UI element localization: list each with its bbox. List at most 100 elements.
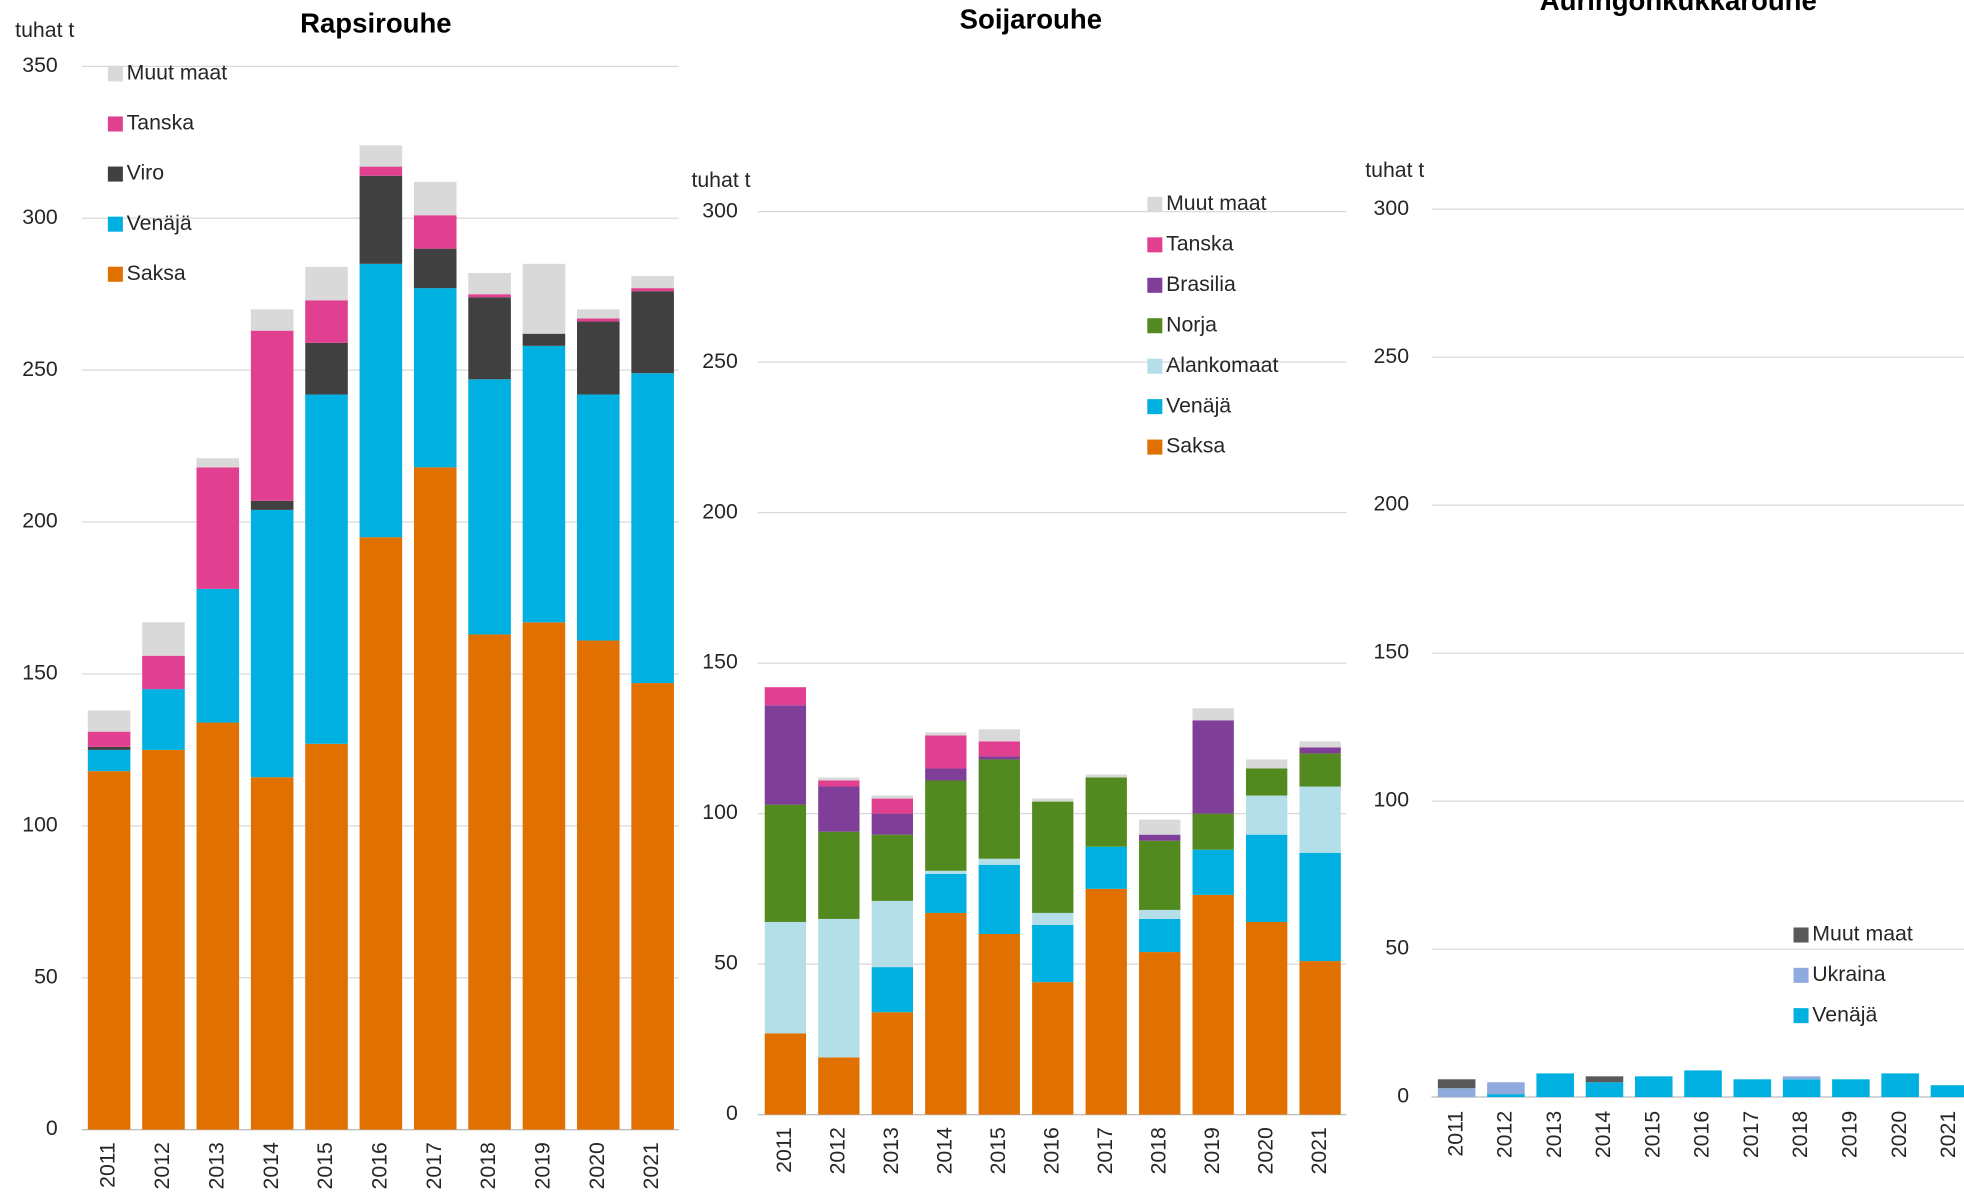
y-tick-label: 200 xyxy=(1374,492,1409,516)
bar-segment xyxy=(1192,720,1234,814)
bar-segment xyxy=(925,912,967,1115)
bar-segment xyxy=(468,272,511,295)
bar-segment xyxy=(1832,1079,1870,1098)
bar-segment xyxy=(818,780,860,787)
bar-segment xyxy=(1085,846,1127,889)
bar-segment xyxy=(1192,849,1234,895)
y-tick-label: 250 xyxy=(702,349,737,373)
bar-segment xyxy=(1192,813,1234,850)
x-tick-label: 2013 xyxy=(1542,1111,1566,1158)
y-tick-label: 300 xyxy=(22,205,57,229)
bar-segment xyxy=(764,687,807,706)
bar-segment xyxy=(1245,795,1288,835)
bar-segment xyxy=(359,145,403,167)
bar-segment xyxy=(250,500,294,510)
bar-segment xyxy=(413,467,457,1130)
bar-segment xyxy=(978,933,1020,1115)
x-tick-label: 2020 xyxy=(1887,1111,1911,1158)
bar-segment xyxy=(576,321,620,395)
bar-segment xyxy=(305,743,348,1130)
x-tick-label: 2015 xyxy=(313,1142,337,1189)
x-tick-label: 2019 xyxy=(1200,1127,1224,1174)
bar-segment xyxy=(1245,759,1288,769)
bar-segment xyxy=(413,215,457,249)
legend-label: Venäjä xyxy=(127,211,192,235)
bar-segment xyxy=(925,732,967,736)
bar-segment xyxy=(359,263,403,538)
bar-segment xyxy=(1437,1088,1476,1098)
x-tick-label: 2020 xyxy=(585,1142,609,1189)
bar-segment xyxy=(142,655,185,690)
bar-segment xyxy=(522,263,566,334)
legend-swatch xyxy=(1147,439,1163,455)
bar-segment xyxy=(1634,1076,1673,1098)
y-tick-label: 250 xyxy=(1374,344,1409,368)
x-tick-label: 2017 xyxy=(422,1142,446,1189)
bar-segment xyxy=(87,746,131,750)
bar-segment xyxy=(1299,852,1341,962)
bar-segment xyxy=(576,394,620,641)
legend-label: Brasilia xyxy=(1166,272,1236,296)
bar-segment xyxy=(1585,1076,1624,1083)
x-tick-label: 2012 xyxy=(150,1142,174,1189)
bar-segment xyxy=(1139,909,1181,919)
legend-swatch xyxy=(1147,399,1163,415)
bar-segment xyxy=(1782,1076,1821,1080)
bar-segment xyxy=(576,318,620,322)
y-tick-label: 100 xyxy=(22,812,57,836)
x-tick-label: 2013 xyxy=(879,1127,903,1174)
bar-segment xyxy=(1245,768,1288,796)
x-tick-label: 2014 xyxy=(1591,1111,1615,1158)
bar-segment xyxy=(871,795,913,799)
bar-segment xyxy=(631,275,674,289)
legend-swatch xyxy=(1793,967,1809,983)
legend-swatch xyxy=(1147,318,1163,334)
bar-segment xyxy=(1139,834,1181,841)
bar-segment xyxy=(871,1012,913,1115)
x-tick-label: 2014 xyxy=(259,1142,283,1189)
bar-segment xyxy=(978,858,1020,865)
bar-segment xyxy=(1032,798,1074,802)
legend-label: Saksa xyxy=(127,261,186,285)
bar-segment xyxy=(1085,777,1127,847)
bar-segment xyxy=(764,804,807,922)
x-tick-label: 2012 xyxy=(825,1127,849,1174)
bar-segment xyxy=(142,622,185,656)
bar-segment xyxy=(359,166,403,176)
bar-segment xyxy=(978,756,1020,760)
x-tick-label: 2021 xyxy=(1307,1127,1331,1174)
y-tick-label: 350 xyxy=(22,53,57,77)
bar-segment xyxy=(818,918,860,1058)
x-tick-label: 2015 xyxy=(986,1127,1010,1174)
bar-segment xyxy=(468,297,511,380)
y-tick-label: 150 xyxy=(1374,640,1409,664)
bar-segment xyxy=(576,640,620,1130)
bar-segment xyxy=(1032,982,1074,1115)
y-tick-label: 0 xyxy=(726,1101,738,1125)
bar-segment xyxy=(413,181,457,216)
x-tick-label: 2016 xyxy=(367,1142,391,1189)
y-tick-label: 50 xyxy=(1385,936,1409,960)
legend-swatch xyxy=(107,166,123,182)
x-tick-label: 2011 xyxy=(1443,1111,1467,1157)
y-tick-label: 0 xyxy=(46,1116,58,1140)
legend-swatch xyxy=(107,266,123,282)
x-tick-label: 2018 xyxy=(476,1142,500,1189)
y-tick-label: 150 xyxy=(22,661,57,685)
x-tick-label: 2021 xyxy=(639,1142,663,1189)
bar-segment xyxy=(468,379,511,635)
legend-swatch xyxy=(107,66,123,82)
bar-segment xyxy=(468,294,511,298)
y-tick-label: 0 xyxy=(1397,1084,1409,1108)
bar-segment xyxy=(250,309,294,331)
legend-label: Saksa xyxy=(1166,434,1225,458)
x-tick-label: 2011 xyxy=(772,1127,796,1173)
bar-segment xyxy=(925,873,967,913)
bar-segment xyxy=(1192,708,1234,721)
bar-segment xyxy=(196,722,240,1130)
y-tick-label: 200 xyxy=(702,499,737,523)
bar-segment xyxy=(1299,741,1341,748)
bar-segment xyxy=(1139,819,1181,835)
bar-segment xyxy=(250,509,294,778)
